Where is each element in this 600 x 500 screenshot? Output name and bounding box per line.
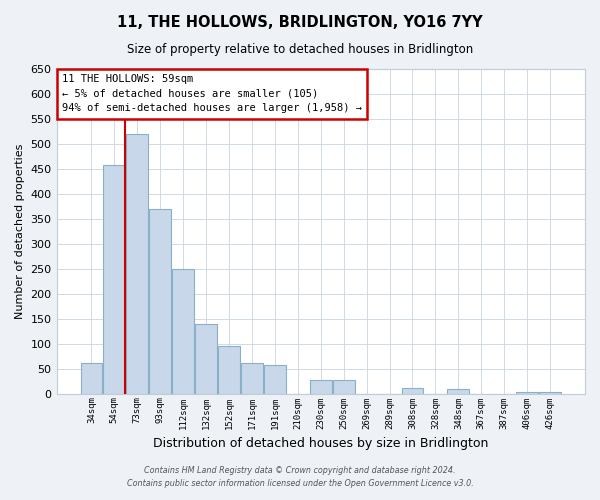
Bar — [401, 388, 424, 394]
Bar — [80, 362, 103, 394]
Bar — [516, 392, 538, 394]
Text: 11, THE HOLLOWS, BRIDLINGTON, YO16 7YY: 11, THE HOLLOWS, BRIDLINGTON, YO16 7YY — [117, 15, 483, 30]
Bar — [448, 388, 469, 394]
Bar — [310, 380, 332, 394]
Bar — [103, 166, 125, 394]
X-axis label: Distribution of detached houses by size in Bridlington: Distribution of detached houses by size … — [153, 437, 488, 450]
Text: Contains HM Land Registry data © Crown copyright and database right 2024.
Contai: Contains HM Land Registry data © Crown c… — [127, 466, 473, 487]
Y-axis label: Number of detached properties: Number of detached properties — [15, 144, 25, 319]
Bar — [264, 364, 286, 394]
Text: Size of property relative to detached houses in Bridlington: Size of property relative to detached ho… — [127, 42, 473, 56]
Bar — [539, 392, 561, 394]
Bar — [127, 134, 148, 394]
Bar — [149, 209, 171, 394]
Bar — [195, 324, 217, 394]
Bar — [333, 380, 355, 394]
Bar — [241, 362, 263, 394]
Bar — [172, 269, 194, 394]
Bar — [218, 346, 240, 394]
Text: 11 THE HOLLOWS: 59sqm
← 5% of detached houses are smaller (105)
94% of semi-deta: 11 THE HOLLOWS: 59sqm ← 5% of detached h… — [62, 74, 362, 114]
